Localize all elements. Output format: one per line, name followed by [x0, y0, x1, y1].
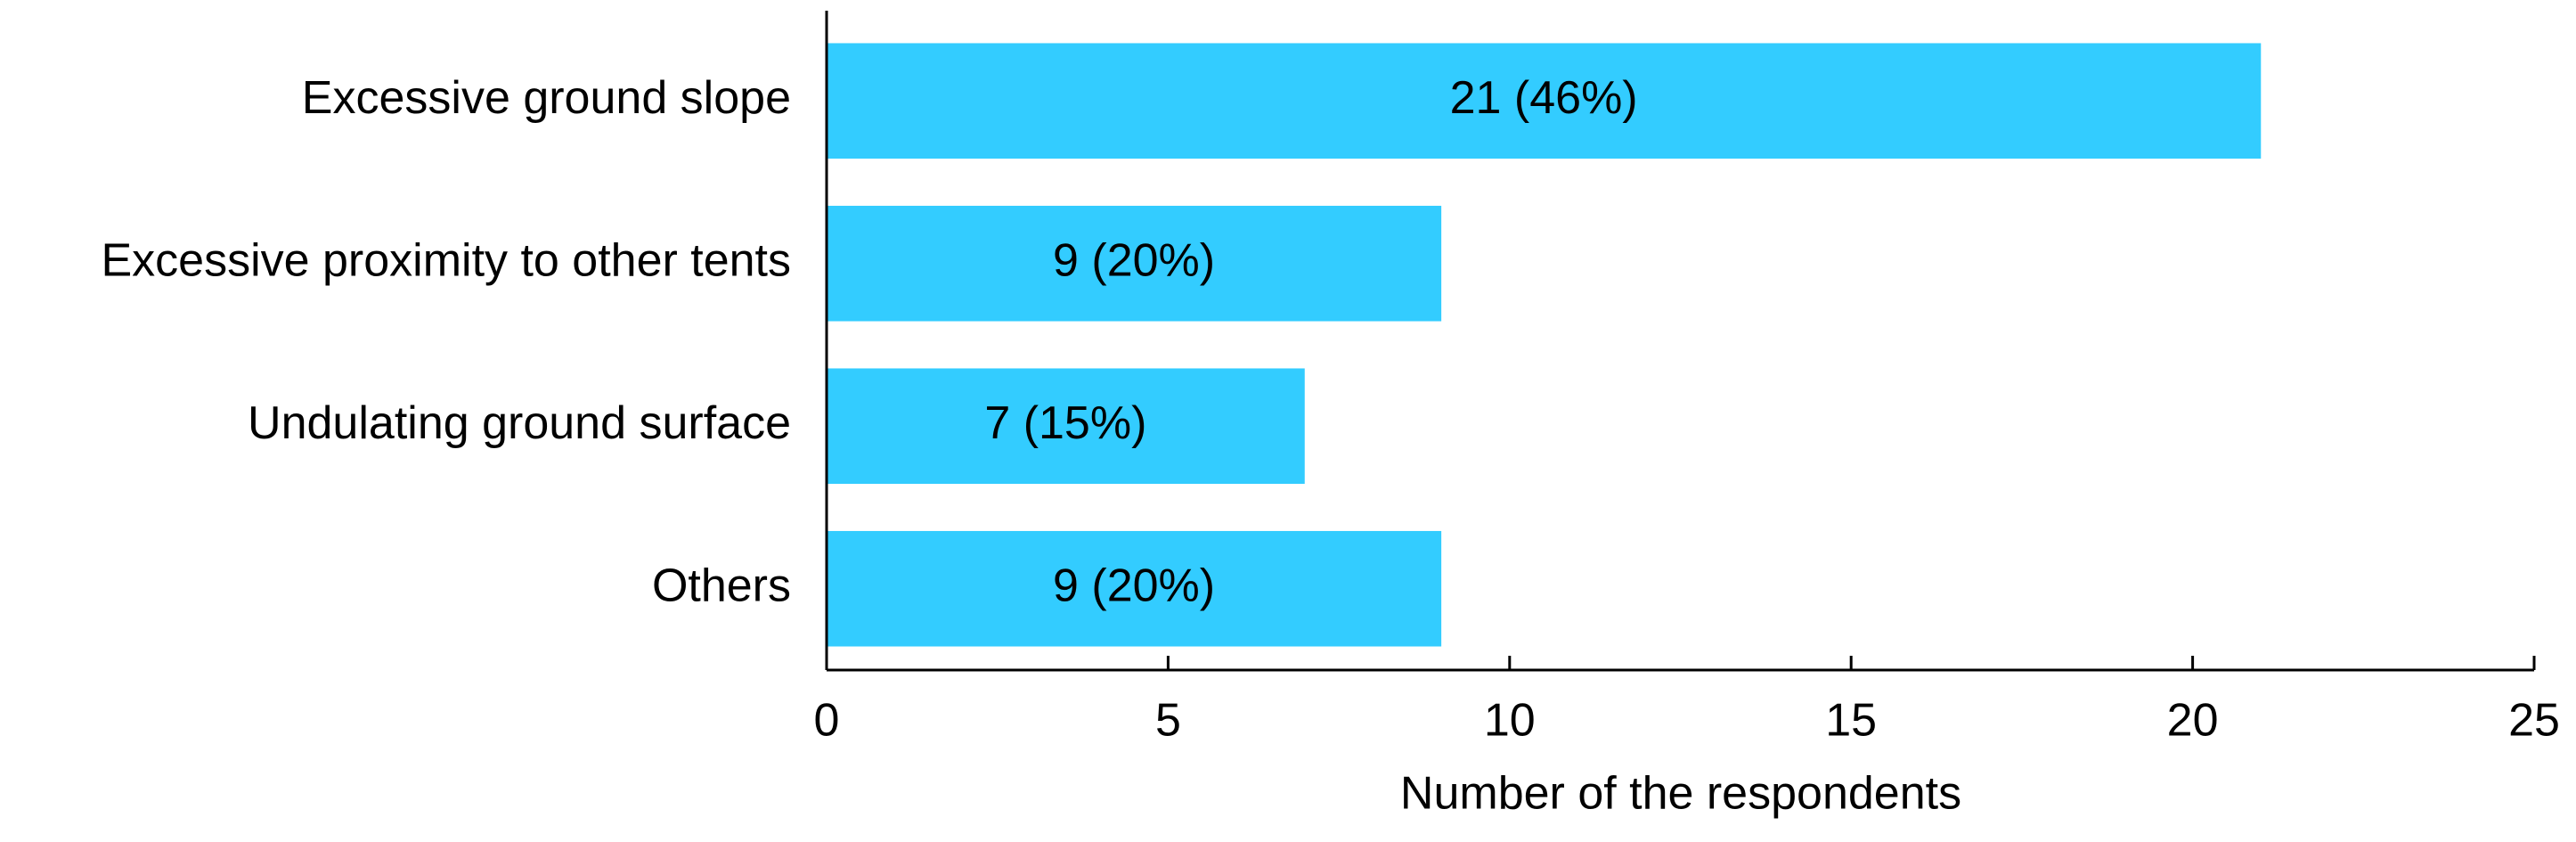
value-label: 9 (20%) [1053, 560, 1215, 611]
bar [827, 43, 2262, 159]
y-tick-label: Others [652, 560, 791, 611]
x-axis-title: Number of the respondents [1400, 768, 1961, 820]
x-tick-label: 25 [2508, 695, 2560, 747]
x-tick-label: 20 [2167, 695, 2219, 747]
x-tick-label: 5 [1155, 695, 1181, 747]
bar [827, 205, 1442, 322]
bar [827, 368, 1305, 485]
x-tick-label: 0 [814, 695, 840, 747]
value-label: 7 (15%) [984, 397, 1146, 449]
y-tick-label: Excessive ground slope [302, 72, 791, 124]
y-tick-label: Undulating ground surface [248, 397, 791, 449]
x-tick-label: 15 [1825, 695, 1877, 747]
bar [827, 530, 1442, 647]
y-tick-label: Excessive proximity to other tents [101, 234, 791, 286]
value-label: 9 (20%) [1053, 234, 1215, 286]
value-label: 21 (46%) [1450, 72, 1638, 124]
x-tick-label: 10 [1484, 695, 1536, 747]
